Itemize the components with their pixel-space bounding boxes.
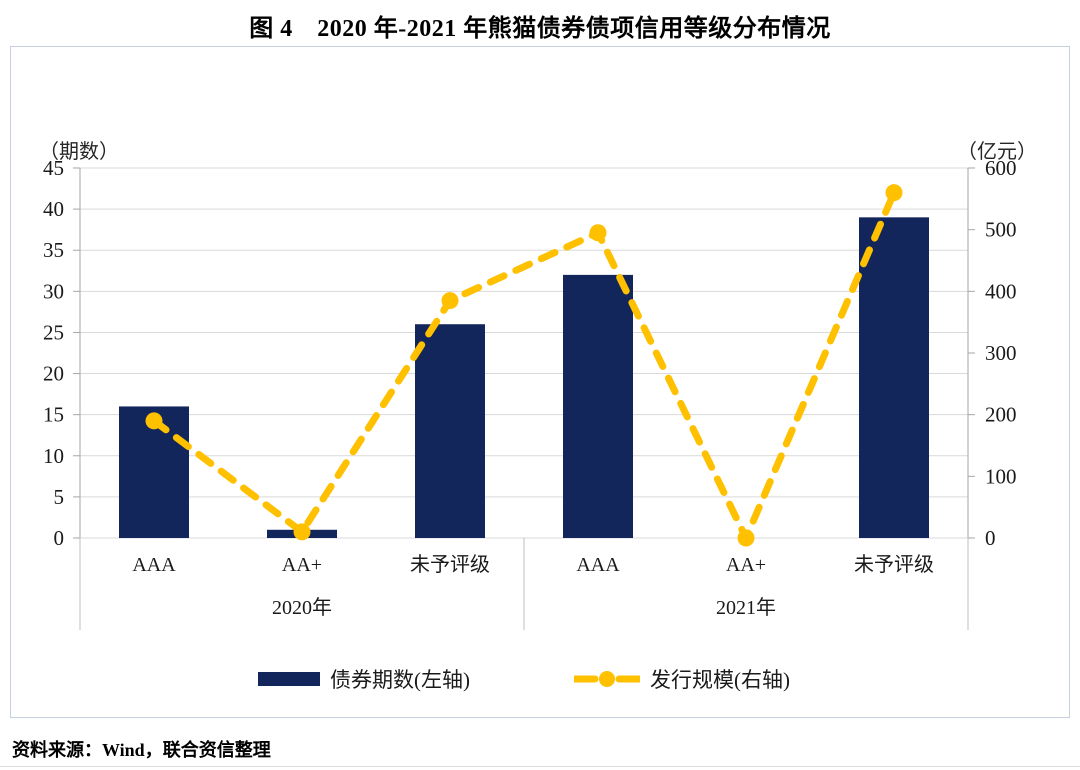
category-label: AAA <box>132 554 176 576</box>
right-axis-tick-label: 200 <box>985 403 1017 427</box>
swatch-marker-circle <box>599 671 615 687</box>
left-axis-tick-label: 40 <box>43 197 64 221</box>
group-label: 2020年 <box>272 596 332 619</box>
line-series-label: 发行规模(右轴) <box>650 668 790 692</box>
line-point-2021年-AAA <box>589 224 607 242</box>
left-axis-tick-label: 0 <box>54 526 65 550</box>
right-axis-tick-label: 100 <box>985 464 1017 488</box>
line-point-2021年-未予评级 <box>885 184 903 202</box>
bar-series-label: 债券期数(左轴) <box>330 668 470 692</box>
left-axis-tick-label: 5 <box>54 485 65 509</box>
right-axis-tick-label: 400 <box>985 279 1017 303</box>
left-axis-tick-label: 45 <box>43 156 64 180</box>
category-label: AAA <box>576 554 620 576</box>
bar-2021年-未予评级 <box>859 217 929 539</box>
bottom-divider <box>0 766 1080 767</box>
right-axis-tick-label: 300 <box>985 341 1017 365</box>
bar-series-swatch <box>258 672 320 686</box>
left-axis-tick-label: 30 <box>43 279 64 303</box>
line-series-swatch <box>574 671 640 687</box>
right-axis-tick-label: 600 <box>985 156 1017 180</box>
left-axis-tick-label: 25 <box>43 320 64 344</box>
category-label: 未予评级 <box>854 553 934 576</box>
line-point-2020年-AAA <box>145 412 163 430</box>
category-label: AA+ <box>726 554 766 576</box>
bar-2020年-未予评级 <box>415 324 485 538</box>
line-point-2021年-AA+ <box>737 529 755 547</box>
left-axis-tick-label: 10 <box>43 444 64 468</box>
right-axis-unit-label: （亿元） <box>957 141 1037 163</box>
legend-item-bar-series: 债券期数(左轴) <box>258 668 470 692</box>
line-series <box>150 189 898 547</box>
category-label: 未予评级 <box>410 553 490 576</box>
source-note: 资料来源：Wind，联合资信整理 <box>12 740 271 760</box>
line-point-2020年-未予评级 <box>441 292 459 310</box>
legend-item-line-series: 发行规模(右轴) <box>574 668 790 692</box>
left-axis-unit-label: （期数） <box>39 141 119 163</box>
line-point-2020年-AA+ <box>293 523 311 541</box>
page-title: 图 4 2020 年-2021 年熊猫债券债项信用等级分布情况 <box>249 16 831 42</box>
group-label: 2021年 <box>716 596 776 619</box>
left-axis-tick-label: 35 <box>43 238 64 262</box>
right-axis-tick-label: 0 <box>985 526 996 550</box>
right-axis-tick-label: 500 <box>985 218 1017 242</box>
left-axis-tick-label: 15 <box>43 403 64 427</box>
left-axis-tick-label: 20 <box>43 362 64 386</box>
category-label: AA+ <box>282 554 322 576</box>
bar-2021年-AAA <box>563 274 633 538</box>
